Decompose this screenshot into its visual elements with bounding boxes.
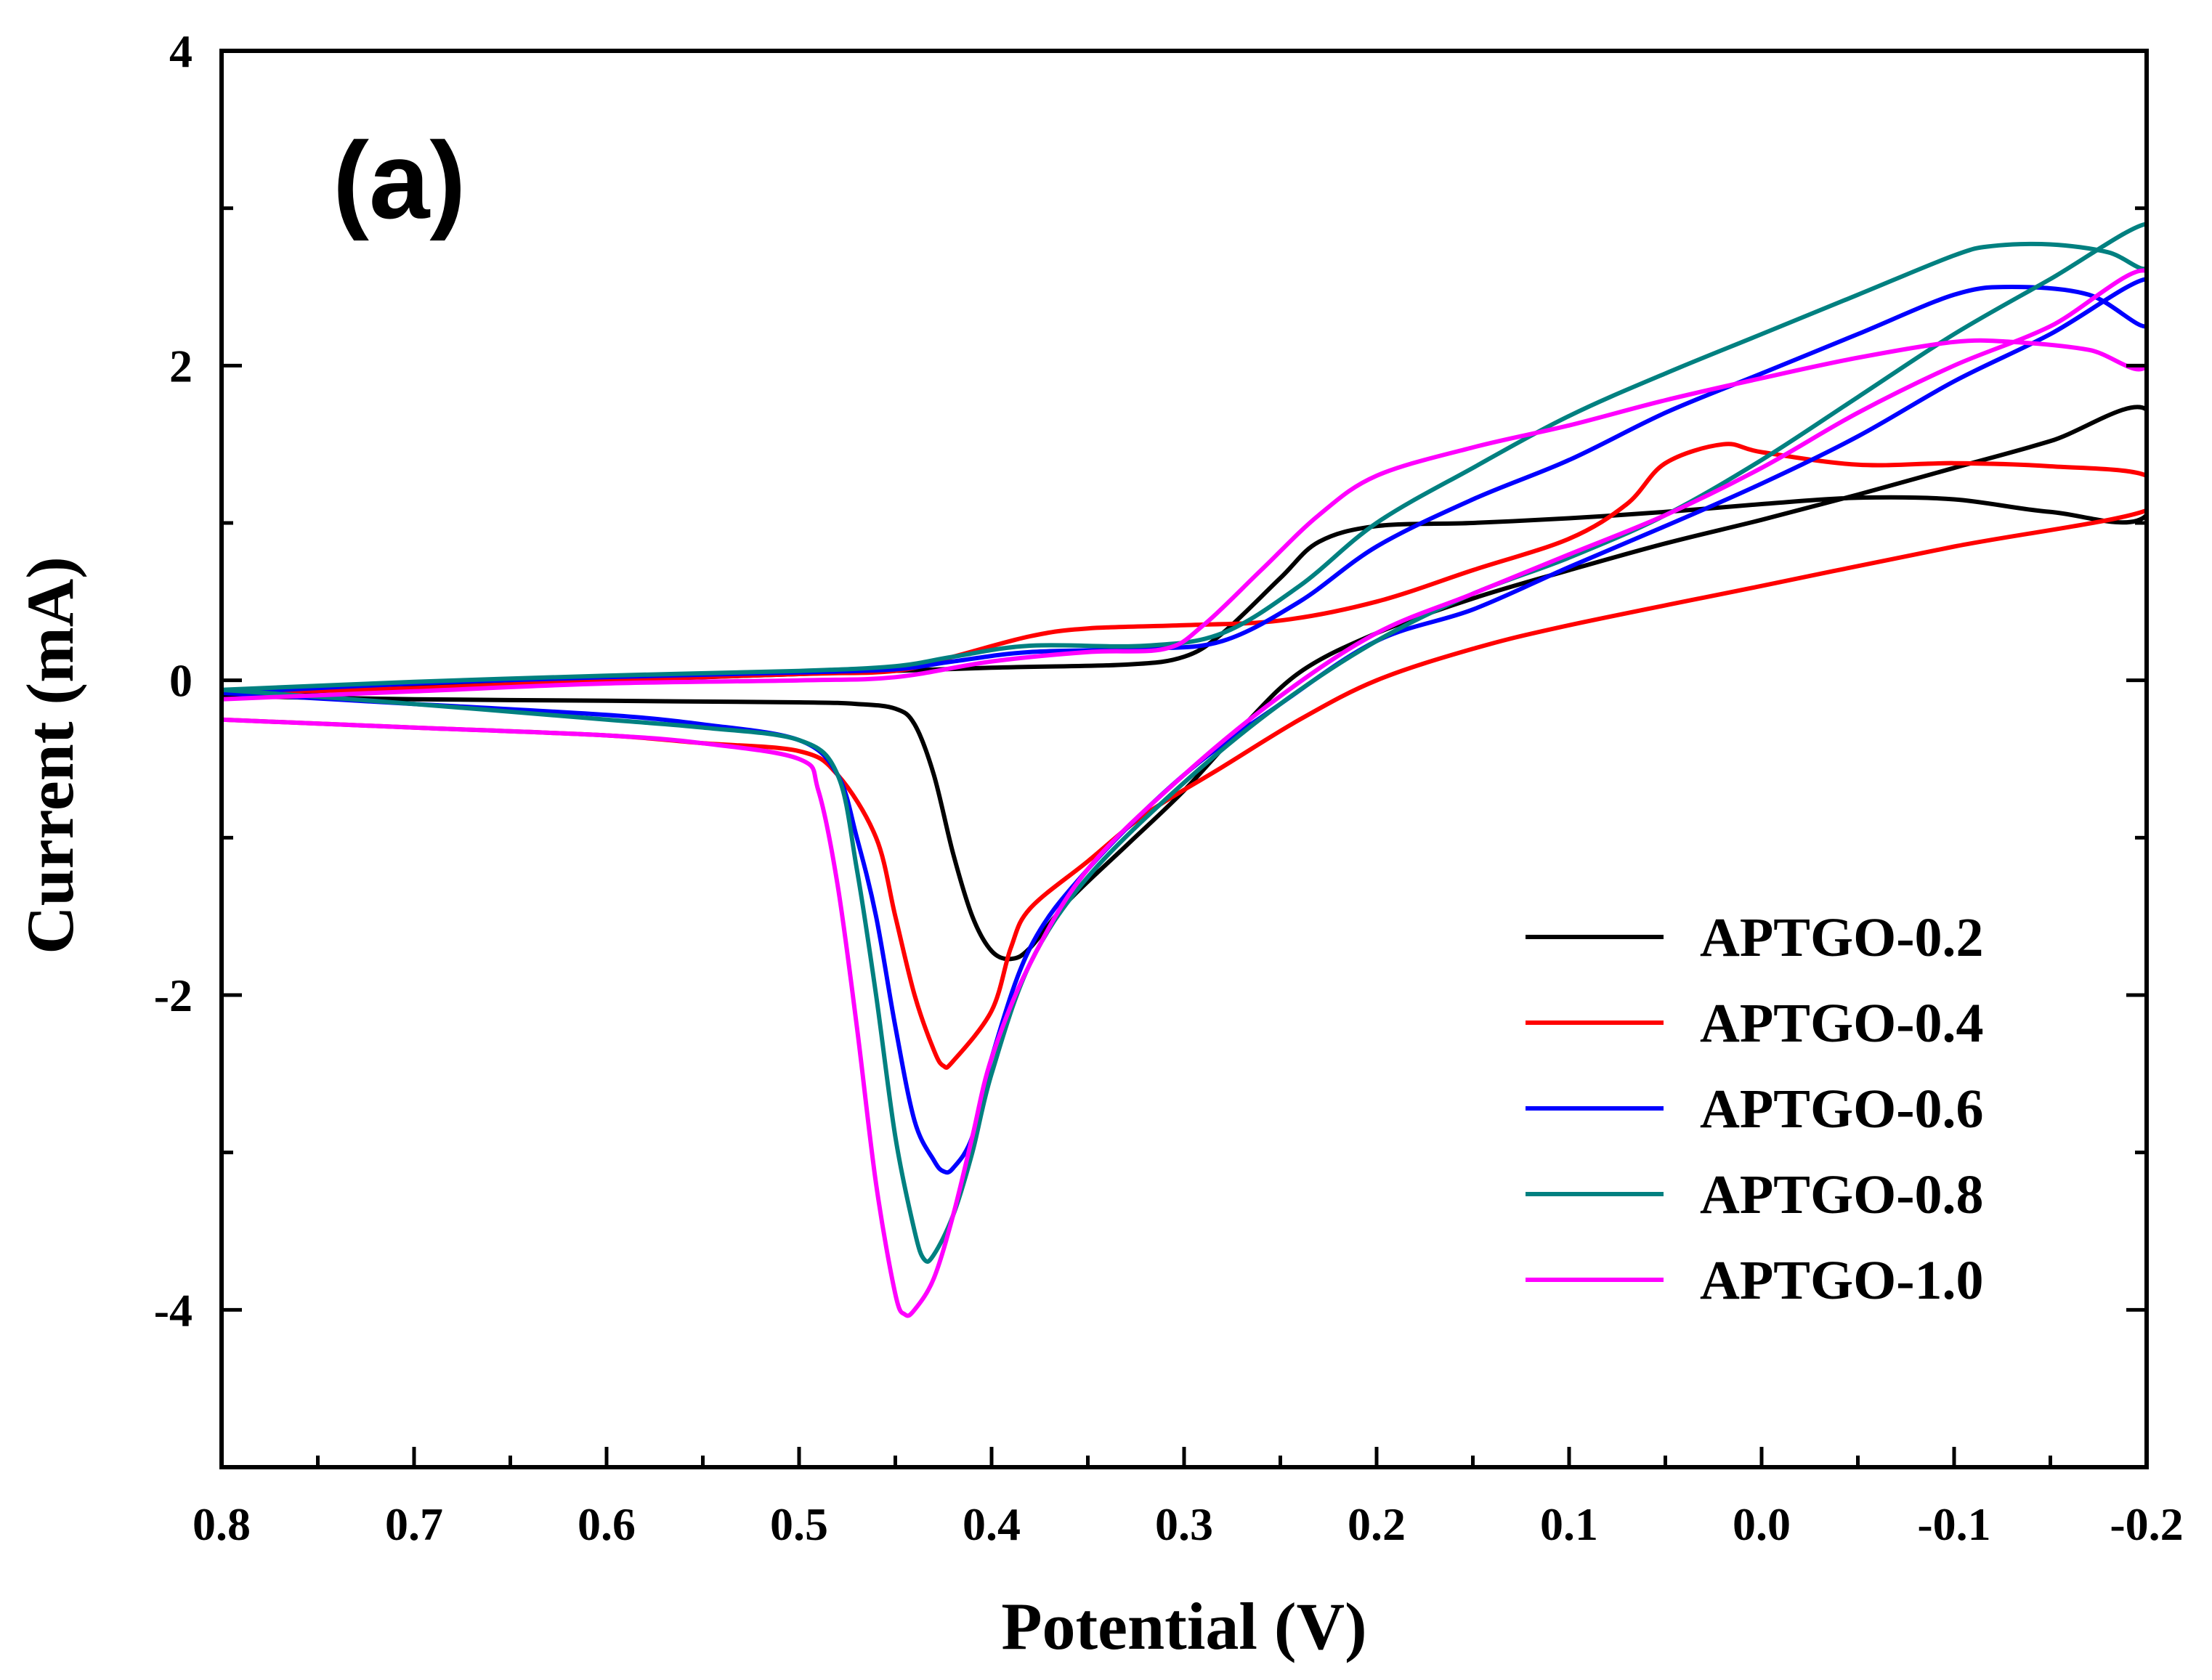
y-axis-title: Current (mA) xyxy=(13,556,87,954)
series-line-aptgo-0.6 xyxy=(222,277,2147,1175)
x-tick-label: -0.1 xyxy=(1917,1498,1990,1550)
x-tick-label: 0.0 xyxy=(1733,1498,1791,1550)
series-line-aptgo-0.8 xyxy=(222,222,2147,1264)
panel-label: (a) xyxy=(333,119,466,241)
x-axis-title: Potential (V) xyxy=(1001,1589,1366,1663)
x-tick-labels: 0.8 0.7 0.6 0.5 0.4 0.3 0.2 0.1 0.0 -0.1 -0.2 xyxy=(193,1498,2184,1550)
y-tick-label: 0 xyxy=(169,655,193,707)
tick-layer xyxy=(219,49,2149,1469)
x-tick-label: 0.1 xyxy=(1540,1498,1598,1550)
x-tick-label: 0.7 xyxy=(385,1498,443,1550)
legend: APTGO-0.2 APTGO-0.4 APTGO-0.6 APTGO-0.8 APTG… xyxy=(1526,907,1984,1311)
x-tick-label: 0.6 xyxy=(578,1498,636,1550)
series-line-aptgo-1.0 xyxy=(222,268,2147,1318)
legend-label: APTGO-0.8 xyxy=(1700,1164,1984,1225)
legend-label: APTGO-0.4 xyxy=(1700,993,1984,1054)
y-tick-label: 2 xyxy=(169,340,193,391)
x-tick-label: 0.3 xyxy=(1155,1498,1213,1550)
x-tick-label: -0.2 xyxy=(2110,1498,2183,1550)
x-tick-label: 0.2 xyxy=(1348,1498,1406,1550)
x-tick-label: 0.4 xyxy=(963,1498,1021,1550)
y-tick-label: 4 xyxy=(169,25,193,77)
x-tick-label: 0.5 xyxy=(770,1498,828,1550)
series-line-aptgo-0.4 xyxy=(222,442,2147,1070)
series-layer xyxy=(222,222,2147,1318)
legend-label: APTGO-0.6 xyxy=(1700,1079,1984,1140)
y-tick-labels: 4 2 0 -2 -4 xyxy=(154,25,193,1336)
y-tick-label: -4 xyxy=(154,1284,193,1336)
x-tick-label: 0.8 xyxy=(193,1498,251,1550)
series-line-aptgo-0.2 xyxy=(222,405,2147,962)
y-tick-label: -2 xyxy=(154,970,193,1021)
legend-label: APTGO-1.0 xyxy=(1700,1250,1984,1311)
legend-label: APTGO-0.2 xyxy=(1700,907,1984,968)
